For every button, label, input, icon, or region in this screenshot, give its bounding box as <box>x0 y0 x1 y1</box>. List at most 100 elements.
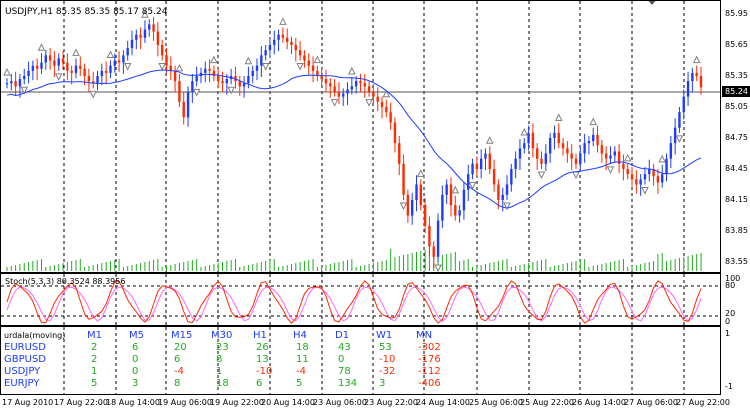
candle-body <box>592 134 595 142</box>
candle-body <box>415 184 418 200</box>
strength-value: 0 <box>132 366 139 377</box>
candle-body <box>501 194 504 200</box>
strength-value: 26 <box>256 342 269 353</box>
fractal-marker <box>606 166 615 174</box>
candle-body <box>247 76 250 84</box>
candle-body <box>445 184 448 195</box>
price-level-label: 85.65 <box>725 40 748 49</box>
candle-body <box>35 65 39 69</box>
candle-body <box>18 79 22 87</box>
fractal-marker <box>210 55 218 64</box>
candle-body <box>462 189 466 211</box>
candle-body <box>130 39 134 49</box>
candle-body <box>557 132 560 144</box>
col-h1: H1 <box>253 330 267 341</box>
candle-body <box>458 210 461 216</box>
fractal-marker <box>348 66 356 75</box>
candle-body <box>23 76 26 80</box>
col-m30: M30 <box>211 330 233 341</box>
candle-body <box>251 70 254 76</box>
candle-body <box>303 55 306 61</box>
candle-body <box>273 39 276 45</box>
col-m1: M1 <box>87 330 102 341</box>
time-label: 24 Aug 14:00 <box>416 398 470 407</box>
strength-value: -302 <box>418 342 441 353</box>
scroll-marker-icon[interactable] <box>647 1 657 5</box>
fractal-marker <box>330 99 339 107</box>
strength-value: 18 <box>216 378 229 389</box>
candle-body <box>156 31 160 45</box>
candle-body <box>548 138 552 154</box>
candle-body <box>57 58 60 66</box>
candle-body <box>277 34 280 40</box>
candle-body <box>165 55 168 66</box>
candle-body <box>178 81 181 102</box>
fractal-marker <box>675 135 684 143</box>
strength-value: 23 <box>216 342 229 353</box>
candle-body <box>346 89 349 94</box>
candle-body <box>186 91 190 118</box>
fractal-marker <box>313 55 322 64</box>
pair-label: GBPUSD <box>4 354 47 365</box>
candle-body <box>669 143 673 159</box>
candle-body <box>285 37 289 42</box>
candle-body <box>53 60 56 66</box>
price-level-label: 84.45 <box>725 164 748 173</box>
candle-body <box>561 143 565 149</box>
fractal-marker <box>141 10 149 18</box>
candle-body <box>428 225 431 247</box>
strength-value: 20 <box>174 342 187 353</box>
candle-body <box>143 29 147 38</box>
col-m15: M15 <box>171 330 193 341</box>
fractal-marker <box>382 89 391 98</box>
time-label: 17 Aug 22:00 <box>54 398 108 407</box>
pair-label: EURUSD <box>4 342 46 353</box>
candle-body <box>182 101 185 118</box>
candle-body <box>635 179 638 185</box>
price-level-label: 85.05 <box>725 102 748 111</box>
fractal-marker <box>296 63 304 71</box>
candle-body <box>492 169 496 185</box>
candle-body <box>117 60 121 63</box>
candle-body <box>643 174 647 180</box>
stochastic-panel[interactable]: Stoch(5,3,3) 80.3524 88.3956 <box>0 273 721 326</box>
candle-body <box>92 81 95 84</box>
fractal-marker <box>589 117 598 126</box>
strength-value: 3 <box>132 378 139 389</box>
candle-body <box>44 55 47 63</box>
price-level-label: 83.55 <box>725 257 748 266</box>
candle-body <box>523 143 526 149</box>
fractal-marker <box>417 169 425 177</box>
candle-body <box>475 163 479 169</box>
candle-body <box>441 194 444 221</box>
fractal-marker <box>175 63 184 72</box>
pair-label: EURJPY <box>4 378 40 389</box>
fractal-marker <box>72 48 80 56</box>
strength-value: -406 <box>418 378 441 389</box>
candle-body <box>70 70 73 73</box>
candle-body <box>217 76 220 82</box>
candle-body <box>83 68 86 76</box>
candle-body <box>139 34 142 38</box>
candle-body <box>454 205 457 216</box>
candle-body <box>74 65 78 73</box>
fractal-marker <box>261 63 270 71</box>
fractal-marker <box>37 43 46 51</box>
candle-body <box>540 158 543 164</box>
candle-body <box>648 169 651 175</box>
strength-value: 2 <box>91 342 98 353</box>
col-d1: D1 <box>335 330 350 341</box>
price-chart-panel[interactable]: USDJPY,H1 85.35 85.35 85.17 85.24 <box>0 0 721 273</box>
candle-body <box>553 132 556 138</box>
candle-body <box>587 141 591 144</box>
time-label: 20 Aug 14:00 <box>261 398 315 407</box>
strength-axis: 1 -1 <box>721 326 750 395</box>
candle-body <box>268 45 272 51</box>
strength-panel[interactable]: urdala(moving) M1 M5 M15 M30 H1 H4 D1 W1… <box>0 326 721 395</box>
candle-body <box>316 70 319 76</box>
candle-body <box>665 158 668 175</box>
fractal-marker <box>623 153 632 162</box>
stochastic-chart <box>1 274 720 325</box>
strength-value: -10 <box>379 354 396 365</box>
stoch-level-100: 100 <box>725 274 741 283</box>
